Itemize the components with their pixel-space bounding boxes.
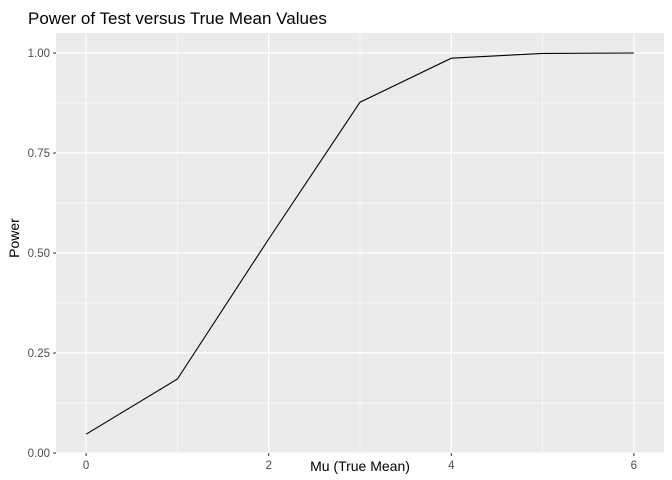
y-tick-label: 0.25 — [28, 348, 50, 360]
chart-title: Power of Test versus True Mean Values — [28, 9, 327, 28]
y-tick-label: 1.00 — [28, 48, 50, 60]
minor-gridlines — [56, 33, 664, 453]
x-tick-label: 6 — [631, 460, 637, 472]
x-axis-title: Mu (True Mean) — [310, 458, 410, 474]
x-axis-ticks: 0 2 4 6 — [83, 453, 637, 472]
x-tick-label: 2 — [266, 460, 272, 472]
y-tick-label: 0.75 — [28, 148, 50, 160]
power-line — [85, 52, 634, 435]
x-tick-label: 0 — [83, 460, 89, 472]
x-tick-label: 4 — [448, 460, 455, 472]
y-axis-title: Power — [6, 218, 22, 258]
series-layer — [85, 52, 634, 435]
y-tick-label: 0.00 — [28, 448, 50, 460]
y-axis-ticks: 0.00 0.25 0.50 0.75 1.00 — [28, 48, 56, 460]
major-gridlines — [56, 33, 664, 454]
y-tick-label: 0.50 — [28, 248, 50, 260]
